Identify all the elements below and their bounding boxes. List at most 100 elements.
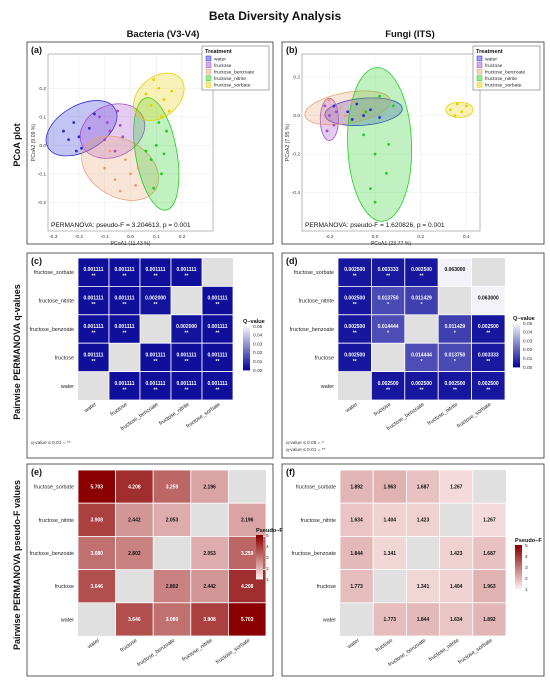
- cell-value-label: 3.646: [91, 584, 104, 590]
- legend-tick-label: 0.03: [253, 341, 263, 347]
- point-fructose: [98, 115, 101, 119]
- cell-significance-label: **: [154, 387, 158, 393]
- legend-label-fructose_benzoate: fructose_benzoate: [485, 70, 526, 76]
- legend-gradient-step: [243, 330, 250, 333]
- cell-significance-label: **: [123, 302, 127, 308]
- row-label: fructose_sorbate: [34, 270, 74, 276]
- heatmap-cell: [139, 371, 172, 401]
- heatmap-cell: [372, 602, 407, 637]
- legend-tick-label: 0.01: [523, 356, 533, 362]
- heatmap-cell: [370, 371, 406, 401]
- cell-significance-label: **: [123, 331, 127, 337]
- row-label: fructose_sorbate: [294, 270, 334, 276]
- point-water: [355, 102, 359, 106]
- legend-gradient-step: [515, 575, 522, 579]
- cell-value-label: 0.001111: [83, 267, 103, 273]
- row-label: water: [60, 617, 74, 623]
- cell-significance-label: **: [185, 274, 189, 280]
- heatmap-cell: [170, 257, 203, 287]
- heatmap-cell: [337, 342, 372, 373]
- diagonal-cell: [439, 503, 473, 537]
- cell-value-label: 1.844: [350, 551, 363, 557]
- point-fructose: [121, 135, 125, 139]
- point-fructose_benzoate: [136, 166, 140, 170]
- legend-gradient-step: [243, 361, 250, 364]
- x-tick-label: -0.2: [75, 234, 84, 240]
- heatmap-cell: [472, 569, 507, 604]
- legend-gradient-step: [515, 560, 522, 563]
- cell-value-label: 5.703: [91, 484, 104, 490]
- diagonal-cell: [438, 286, 472, 315]
- heatmap-cell: [201, 285, 234, 316]
- point-fructose_benzoate: [362, 110, 366, 114]
- legend-swatch-fructose_benzoate: [205, 68, 212, 75]
- cell-significance-label: **: [353, 359, 357, 365]
- cell-value-label: 0.014444: [378, 324, 399, 330]
- heatmap-panel-e: 5.703 4.208 3.259 2.196 3.908 2.442 2.053 2.196…: [30, 469, 283, 668]
- ellipse-fructose: [79, 103, 146, 159]
- cell-value-label: 0.001111: [176, 352, 196, 358]
- y-tick-label: -0.4: [292, 190, 301, 196]
- point-water: [77, 135, 81, 139]
- panels-group: (a) (b) (c) (d) (e) (f) PCoA Plot with 95% Con…: [26, 41, 545, 677]
- legend-gradient-step: [515, 558, 522, 561]
- ellipse-fructose_sorbate: [133, 72, 185, 122]
- legend-label-fructose: fructose: [214, 63, 232, 69]
- cell-value-label: 1.341: [417, 584, 430, 590]
- legend-label-fructose_sorbate: fructose_sorbate: [214, 83, 251, 89]
- heatmap-cell: [170, 371, 203, 401]
- legend-gradient-step: [243, 337, 250, 340]
- cell-value-label: 0.001111: [207, 381, 227, 387]
- point-fructose_benzoate: [339, 106, 343, 110]
- heatmap-cell: [472, 602, 507, 637]
- legend-label-fructose_benzoate: fructose_benzoate: [214, 70, 255, 76]
- heatmap-cell: [437, 342, 473, 373]
- legend-tick-label: 3: [266, 555, 269, 561]
- cell-value-label: 0.001111: [207, 324, 227, 330]
- legend-tick-label: 3: [525, 565, 528, 571]
- cell-value-label: 0.002500: [411, 267, 432, 273]
- cell-value-label: 2.802: [128, 551, 141, 557]
- cell-value-label: 1.267: [450, 484, 463, 490]
- diagonal-cell: [153, 536, 191, 570]
- legend-gradient-step: [513, 347, 520, 350]
- legend-gradient-step: [513, 338, 520, 341]
- cell-value-label: 1.404: [450, 584, 463, 590]
- diagonal-cell: [171, 286, 202, 315]
- panel-letter-c: (c): [31, 256, 42, 266]
- pcoa-panel-b: PCoA Plot with 95% Confidence Ellipses-0…: [285, 45, 541, 247]
- legend-gradient-step: [243, 332, 250, 336]
- heatmap-cell: [115, 602, 154, 637]
- point-water: [350, 118, 354, 121]
- cell-value-label: 0.001111: [83, 324, 103, 330]
- significance-footnote: q-value ≤ 0.05 = *: [286, 440, 324, 446]
- y-axis-label: PCoA2 (7.95 %): [285, 123, 291, 161]
- legend-label-fructose_nitrite: fructose_nitrite: [485, 76, 517, 82]
- cell-significance-label: **: [185, 387, 189, 393]
- pcoa-panel-a: PCoA Plot with 95% Confidence Ellipses-0…: [31, 45, 270, 247]
- heatmap-cell: [108, 285, 141, 316]
- heatmap-cell: [372, 469, 407, 504]
- legend-gradient-step: [515, 573, 522, 577]
- heatmap-cell: [404, 371, 439, 401]
- cell-significance-label: **: [92, 302, 96, 308]
- heatmap-cell: [77, 257, 110, 287]
- cell-value-label: 0.002500: [344, 296, 365, 302]
- point-fructose: [325, 129, 329, 133]
- cell-value-label: 5.703: [241, 617, 254, 623]
- legend-gradient-step: [515, 545, 522, 548]
- cell-value-label: 0.001111: [114, 296, 134, 302]
- ellipse-fructose: [319, 97, 339, 141]
- cell-significance-label: **: [216, 302, 220, 308]
- panel-letter-e: (e): [31, 467, 42, 477]
- heatmap-cell: [152, 502, 192, 537]
- legend-tick-label: 5: [525, 543, 528, 549]
- legend-gradient-step: [256, 574, 263, 578]
- cell-significance-label: **: [486, 359, 490, 365]
- cell-value-label: 1.773: [350, 584, 363, 590]
- legend-gradient-step: [243, 363, 250, 366]
- point-fructose_nitrite: [160, 172, 163, 176]
- heatmap-cell: [372, 536, 407, 571]
- legend-label-fructose_sorbate: fructose_sorbate: [485, 83, 522, 89]
- cell-value-label: 1.404: [384, 518, 397, 524]
